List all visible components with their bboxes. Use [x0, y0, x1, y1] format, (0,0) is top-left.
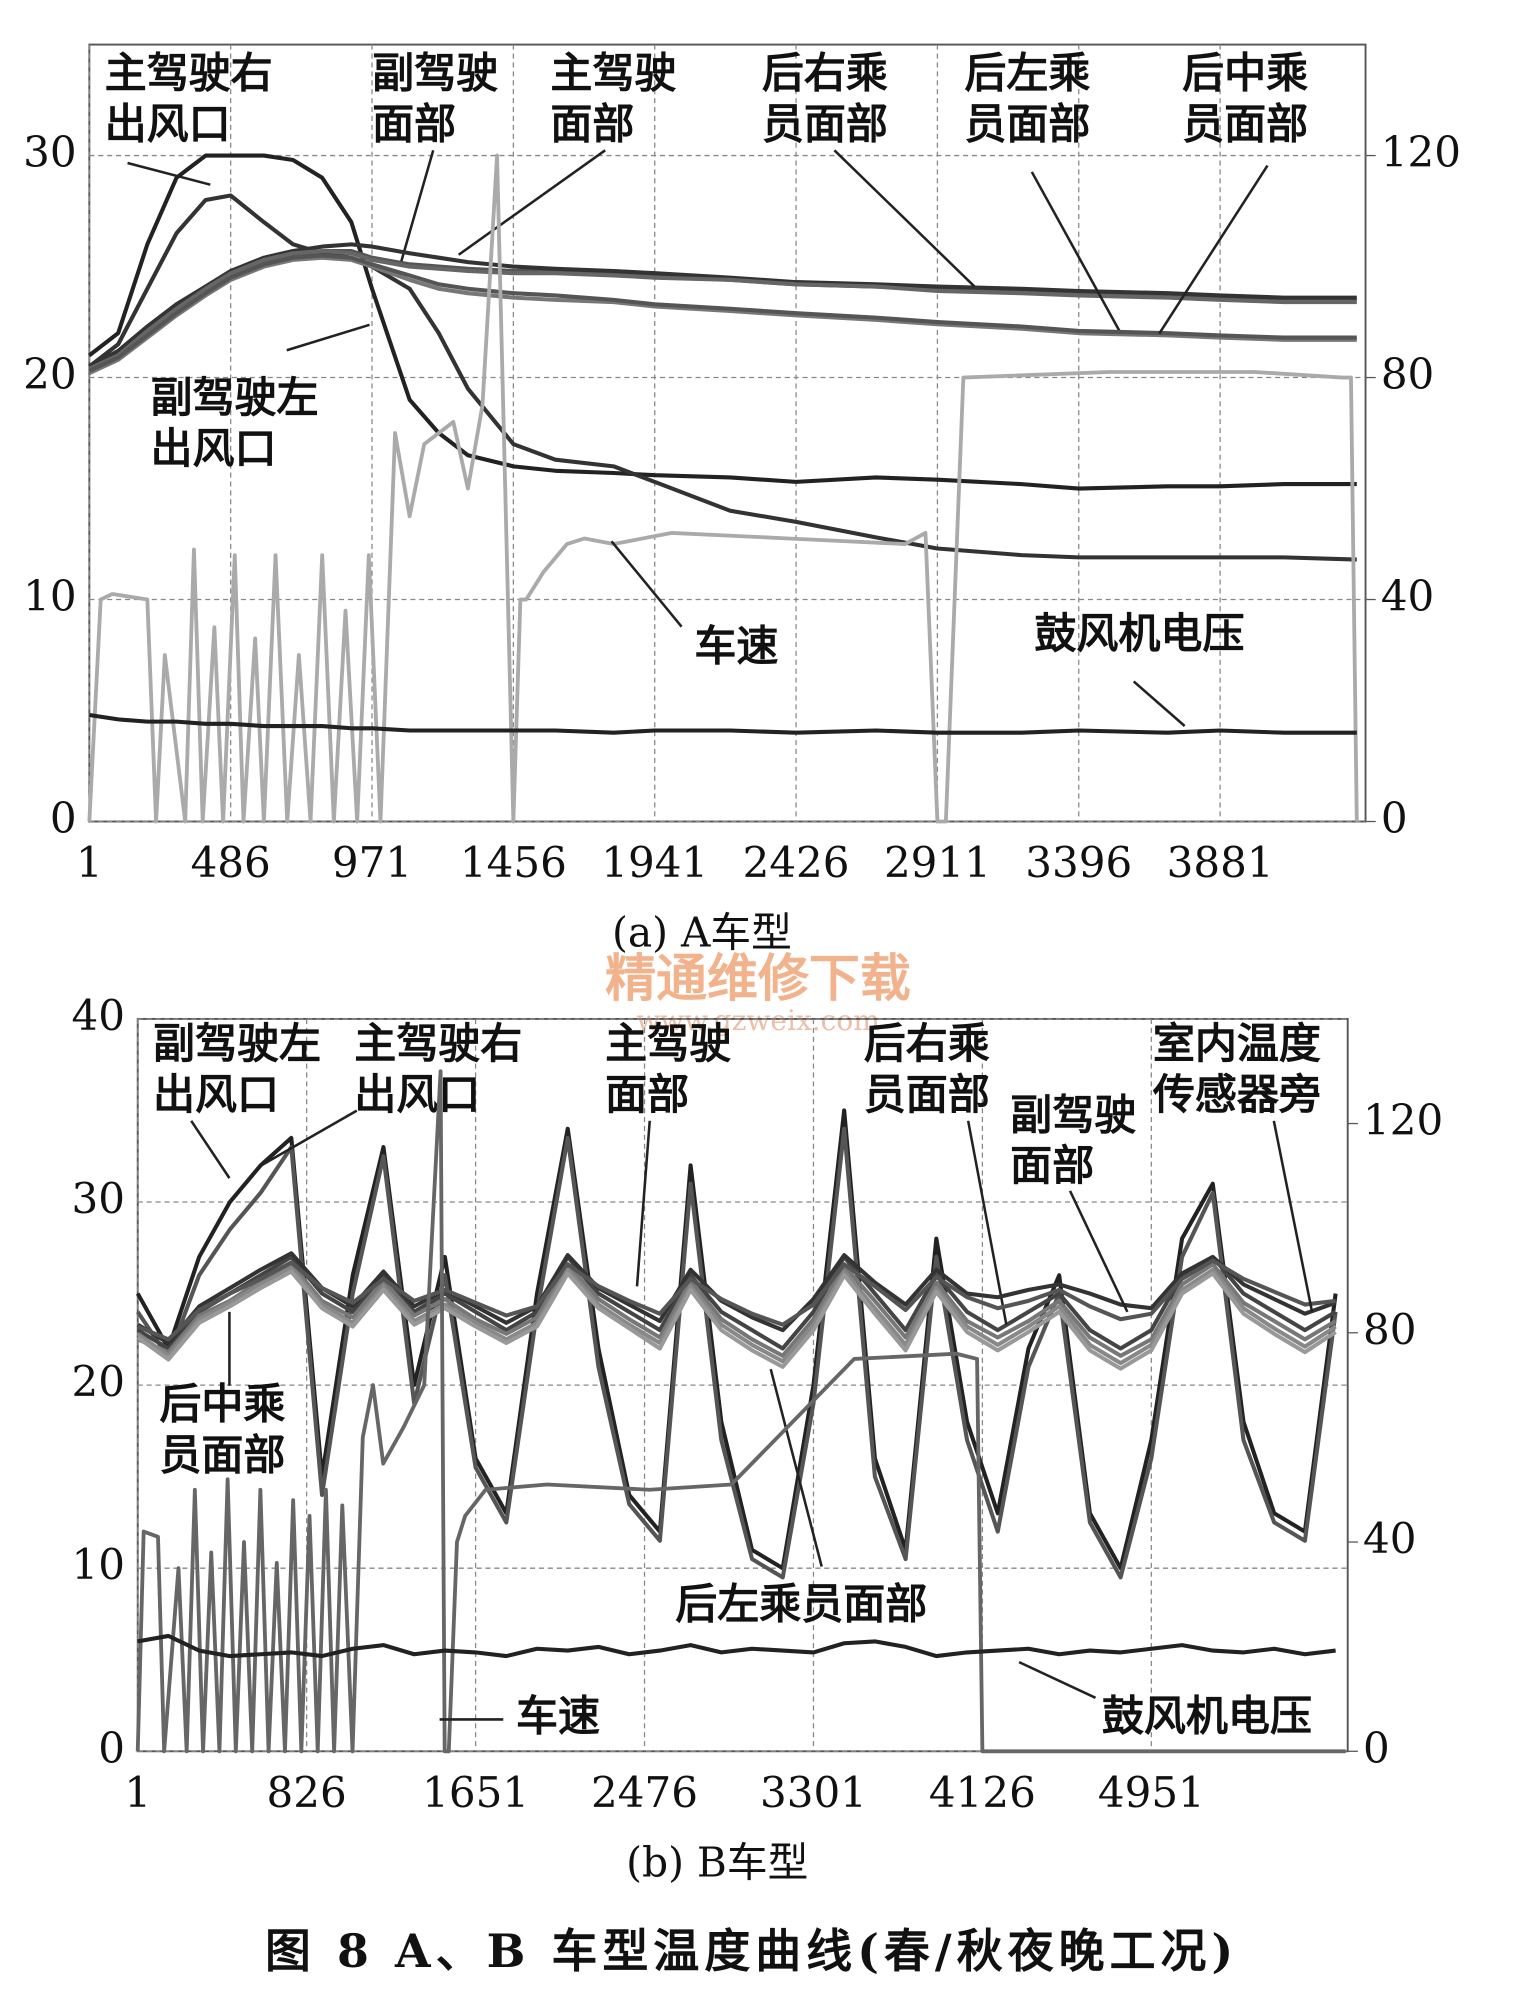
- series-line: [88, 255, 1357, 375]
- series-label: 后右乘员面部: [864, 1019, 990, 1119]
- leader-line: [1068, 1190, 1129, 1313]
- series-line: [135, 1069, 1346, 1754]
- series-label: 主驾驶右出风口: [105, 48, 273, 148]
- x-tick-label: 826: [267, 1768, 347, 1817]
- series-line: [88, 253, 1357, 373]
- series-line: [88, 193, 1357, 562]
- leader-line: [190, 1120, 231, 1179]
- y-tick-label: 30: [23, 128, 76, 177]
- series-label: 副驾驶左出风口: [153, 1019, 321, 1119]
- x-tick-label: 3301: [760, 1768, 867, 1817]
- x-tick-label: 2426: [743, 838, 850, 887]
- series-line: [136, 1262, 1337, 1358]
- leader-line: [610, 540, 683, 628]
- leader-line: [966, 1120, 1008, 1325]
- series-label: 副驾驶左出风口: [150, 373, 318, 473]
- series-label: 车速: [694, 622, 778, 671]
- watermark: 精通维修下载: [605, 949, 911, 1009]
- x-tick-label: 1: [76, 838, 103, 887]
- leader-line: [833, 149, 976, 288]
- y2-tick-label: 0: [1381, 794, 1408, 843]
- series-label: 主驾驶面部: [550, 48, 676, 148]
- series-label: 室内温度传感器旁: [1152, 1019, 1321, 1119]
- x-tick-label: 1456: [460, 838, 567, 887]
- x-tick-label: 1941: [601, 838, 708, 887]
- series-label: 副驾驶面部: [372, 48, 498, 148]
- y-tick-label: 10: [72, 1540, 125, 1589]
- leader-line: [1132, 680, 1186, 727]
- y2-tick-label: 40: [1363, 1514, 1416, 1563]
- leader-line: [400, 149, 435, 262]
- y2-tick-label: 80: [1363, 1305, 1416, 1354]
- series-label: 副驾驶面部: [1010, 1090, 1136, 1190]
- series-line: [136, 1258, 1336, 1342]
- leader-line: [769, 1368, 823, 1567]
- series-label: 后中乘员面部: [1182, 48, 1308, 148]
- x-tick-label: 3396: [1025, 838, 1132, 887]
- leader-line: [286, 323, 370, 352]
- series-line: [135, 1108, 1338, 1571]
- leader-line: [1018, 1660, 1097, 1699]
- series-line: [89, 712, 1357, 735]
- series-label: 后右乘员面部: [762, 48, 888, 148]
- y2-tick-label: 120: [1381, 128, 1461, 177]
- leader-line: [127, 161, 211, 186]
- leader-line: [1158, 164, 1269, 335]
- y-tick-label: 0: [50, 794, 77, 843]
- watermark-url: www.gzweix.com: [636, 1004, 880, 1037]
- series-label: 车速: [516, 1691, 600, 1740]
- series-line: [88, 153, 1357, 491]
- series-line: [136, 1269, 1337, 1371]
- y-tick-label: 20: [23, 350, 76, 399]
- y-tick-label: 0: [98, 1723, 125, 1772]
- y2-tick-label: 40: [1381, 572, 1434, 621]
- y-tick-label: 30: [72, 1174, 125, 1223]
- chart-title: (a) A车型: [612, 909, 792, 957]
- leader-line: [1030, 171, 1123, 335]
- x-tick-label: 2476: [591, 1768, 698, 1817]
- x-tick-label: 1651: [422, 1768, 529, 1817]
- y2-tick-label: 0: [1363, 1723, 1390, 1772]
- x-tick-label: 4951: [1098, 1768, 1205, 1817]
- series-label: 鼓风机电压: [1102, 1691, 1312, 1740]
- series-label: 鼓风机电压: [1034, 609, 1244, 658]
- y2-tick-label: 80: [1381, 350, 1434, 399]
- series-line: [136, 1254, 1337, 1351]
- leader-line: [1272, 1120, 1314, 1313]
- x-tick-label: 1: [124, 1768, 151, 1817]
- series-line: [137, 1633, 1336, 1659]
- x-tick-label: 4126: [929, 1768, 1036, 1817]
- y2-tick-label: 120: [1363, 1096, 1443, 1145]
- series-label: 主驾驶右出风口: [354, 1019, 522, 1119]
- x-tick-label: 486: [191, 838, 271, 887]
- series-label: 后中乘员面部: [159, 1379, 285, 1479]
- x-tick-label: 2911: [884, 838, 991, 887]
- series-label: 后左乘员面部: [964, 48, 1090, 148]
- y-tick-label: 10: [23, 572, 76, 621]
- leader-line: [635, 1120, 652, 1287]
- series-line: [136, 1126, 1338, 1580]
- chart-title: (b) B车型: [626, 1838, 808, 1886]
- y-tick-label: 40: [72, 991, 125, 1040]
- series-label: 后左乘员面部: [675, 1579, 927, 1628]
- x-tick-label: 971: [332, 838, 412, 887]
- series-line: [136, 1265, 1337, 1366]
- x-tick-label: 3881: [1167, 838, 1274, 887]
- leader-line: [260, 1109, 358, 1167]
- leader-line: [457, 149, 606, 256]
- y-tick-label: 20: [72, 1357, 125, 1406]
- series-label: 主驾驶面部: [605, 1019, 731, 1119]
- figure-caption: 图 8 A、B 车型温度曲线(春/秋夜晚工况): [265, 1924, 1238, 1978]
